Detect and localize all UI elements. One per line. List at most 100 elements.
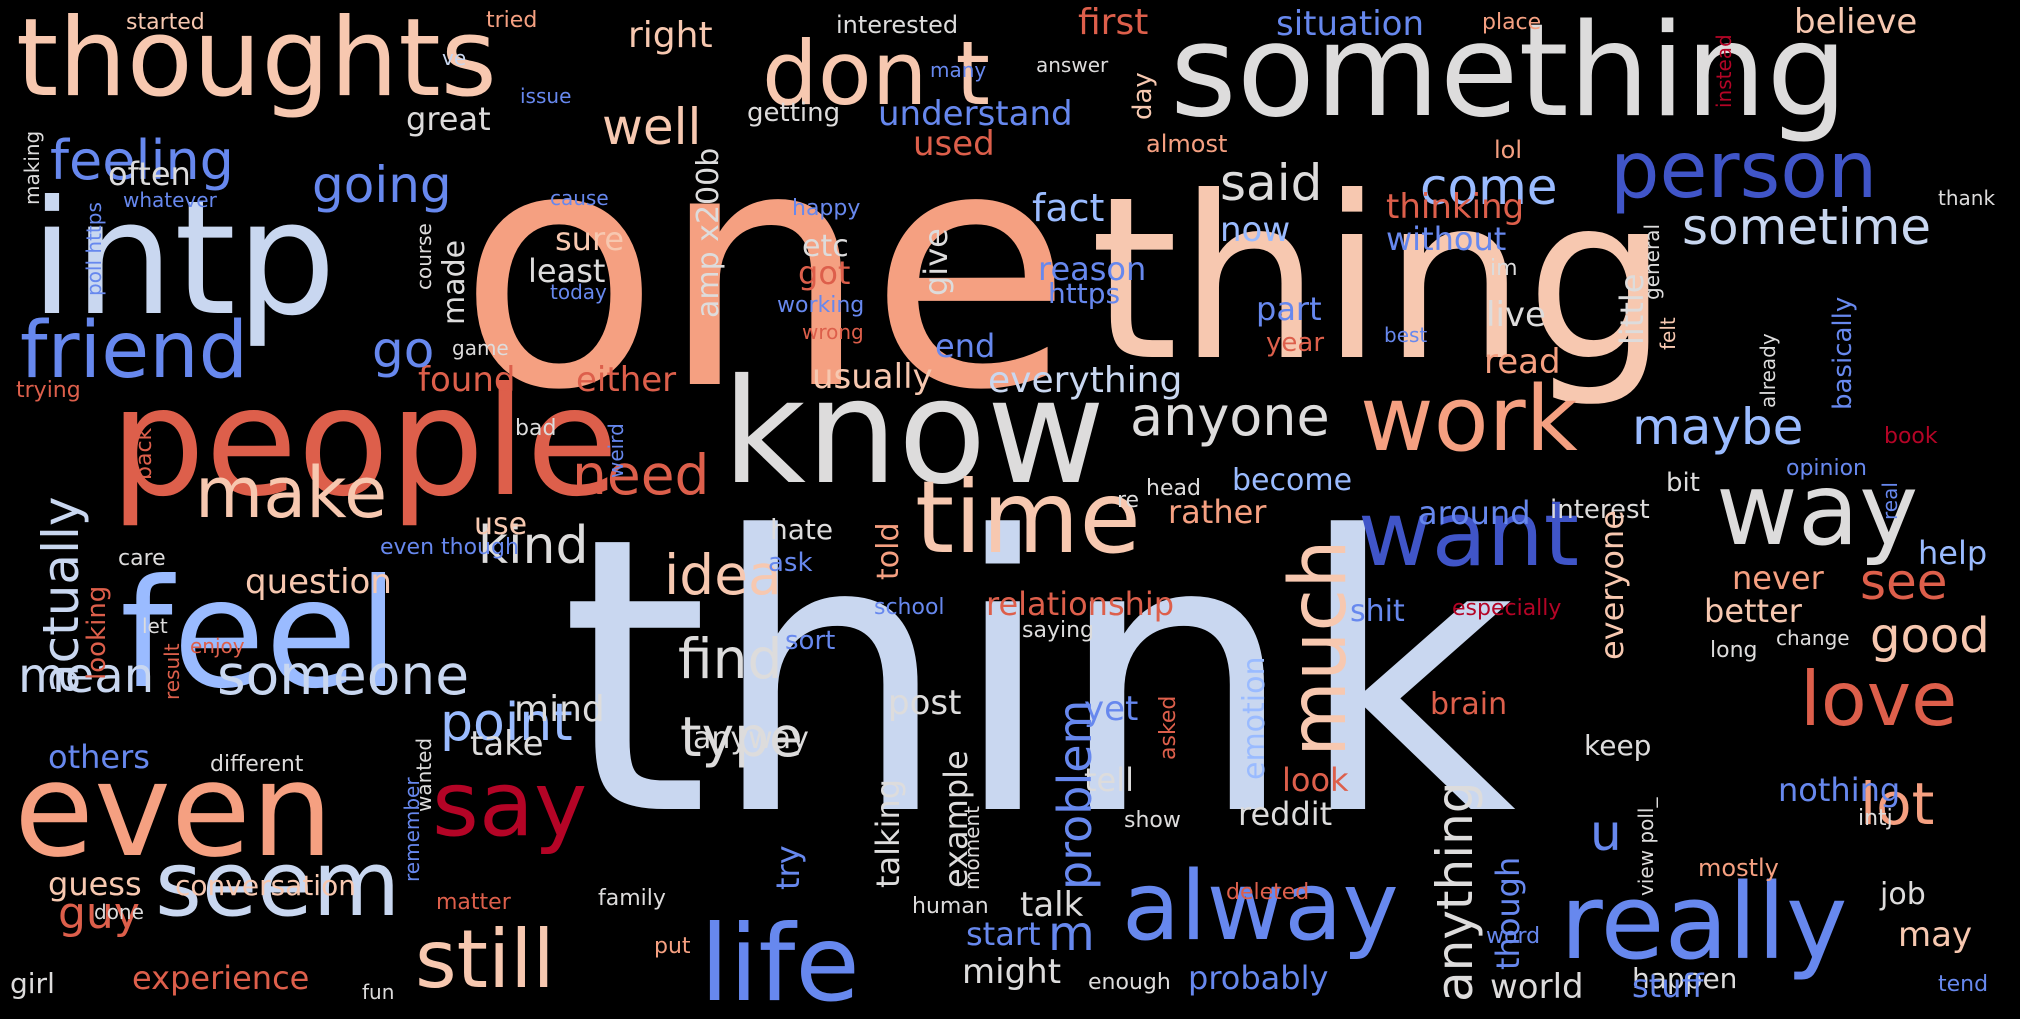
word-put: put [654, 934, 691, 959]
word-situation: situation [1276, 4, 1425, 44]
word-issue: issue [520, 84, 572, 108]
word-change: change [1776, 626, 1850, 650]
word-guess: guess [48, 865, 142, 903]
word-today: today [550, 280, 607, 304]
word-matter: matter [436, 890, 511, 915]
word-world: world [1490, 967, 1584, 1007]
word-m: m [1048, 906, 1095, 962]
word-better: better [1704, 592, 1802, 630]
word-day: day [1128, 72, 1158, 120]
word-even-though: even though [380, 535, 519, 560]
word-actually: actually [32, 496, 90, 694]
word-type: type [680, 705, 803, 769]
word-work: work [1360, 367, 1578, 472]
word-probably: probably [1188, 959, 1329, 997]
word-re: re [1117, 488, 1140, 513]
word-understand: understand [878, 94, 1073, 134]
word-reason: reason [1038, 250, 1147, 288]
word-amp-x200b: amp x200b [691, 147, 726, 318]
word-different: different [210, 752, 304, 777]
word-year: year [1266, 328, 1325, 358]
word-let: let [142, 614, 168, 638]
word-become: become [1232, 463, 1353, 498]
word-started: started [126, 10, 205, 35]
word-job: job [1880, 877, 1926, 912]
word-much: much [1274, 539, 1364, 757]
word-u: u [1590, 804, 1622, 862]
word-thoughts: thoughts [16, 0, 497, 121]
word-first: first [1078, 2, 1149, 43]
word-know: know [722, 348, 1106, 517]
word-tell: tell [1084, 761, 1135, 799]
word-going: going [312, 156, 452, 214]
word-result: result [160, 643, 184, 700]
word-used: used [913, 124, 995, 164]
word-wrong: wrong [802, 320, 864, 344]
word-mind: mind [514, 689, 605, 730]
word-long: long [1710, 638, 1758, 663]
word-happen: happen [1632, 962, 1738, 995]
word-help: help [1918, 534, 1988, 572]
word-interest: interest [1550, 495, 1650, 525]
word-deleted: deleted [1226, 880, 1310, 905]
word-answer: answer [1036, 53, 1109, 77]
word-feel: feel [120, 548, 400, 722]
word-lol: lol [1494, 136, 1523, 164]
word-weird: weird [604, 423, 628, 478]
word-good: good [1870, 608, 1990, 664]
word-got: got [798, 254, 851, 292]
word-girl: girl [10, 967, 55, 1000]
word-family: family [598, 886, 666, 911]
word-getting: getting [747, 98, 841, 128]
word-take: take [470, 724, 544, 764]
word-problem: problem [1048, 699, 1102, 890]
word-still: still [415, 913, 555, 1006]
word-rather: rather [1168, 493, 1267, 531]
word-may: may [1898, 915, 1973, 955]
word-ve: ve [442, 46, 467, 70]
word-read: read [1484, 342, 1561, 382]
word-mean: mean [18, 648, 155, 704]
word-mostly: mostly [1698, 854, 1779, 882]
word-bad: bad [515, 416, 557, 441]
word-happy: happy [792, 196, 861, 221]
word-anything: anything [1426, 781, 1484, 1002]
word-asked: asked [1156, 695, 1181, 760]
word-interested: interested [836, 11, 959, 39]
word-made: made [437, 239, 472, 325]
word-enjoy: enjoy [190, 634, 245, 658]
word-need: need [572, 443, 710, 507]
word-feeling: feeling [50, 129, 234, 192]
word-life: life [700, 903, 860, 1019]
word-least: least [528, 252, 606, 290]
word-told: told [871, 522, 906, 581]
word-trying: trying [16, 378, 81, 403]
word-hate: hate [770, 513, 834, 546]
word-fun: fun [362, 980, 395, 1004]
word-nothing: nothing [1778, 771, 1901, 809]
word-now: now [1220, 210, 1291, 250]
word-question: question [245, 562, 392, 602]
word-tend: tend [1938, 972, 1989, 997]
word-see: see [1860, 553, 1948, 611]
word-fact: fact [1032, 186, 1105, 230]
word-everything: everything [988, 360, 1183, 401]
word-back: back [132, 427, 157, 480]
word-wanted: wanted [412, 737, 436, 812]
word-though: though [1489, 856, 1527, 970]
word-go: go [372, 321, 435, 379]
word-everyone: everyone [1593, 510, 1631, 660]
word-kind: kind [478, 516, 589, 576]
word-reddit: reddit [1238, 795, 1333, 833]
word-relationship: relationship [986, 585, 1175, 623]
word-either: either [576, 360, 677, 400]
word-person: person [1610, 126, 1878, 216]
word-brain: brain [1430, 687, 1508, 722]
word-without: without [1386, 220, 1507, 258]
word-way: way [1716, 451, 1919, 568]
word-human: human [912, 894, 989, 919]
word-usually: usually [812, 357, 933, 397]
word-anyway: anyway [693, 721, 809, 756]
word-seem: seem [155, 832, 401, 937]
word-friend: friend [20, 306, 249, 396]
